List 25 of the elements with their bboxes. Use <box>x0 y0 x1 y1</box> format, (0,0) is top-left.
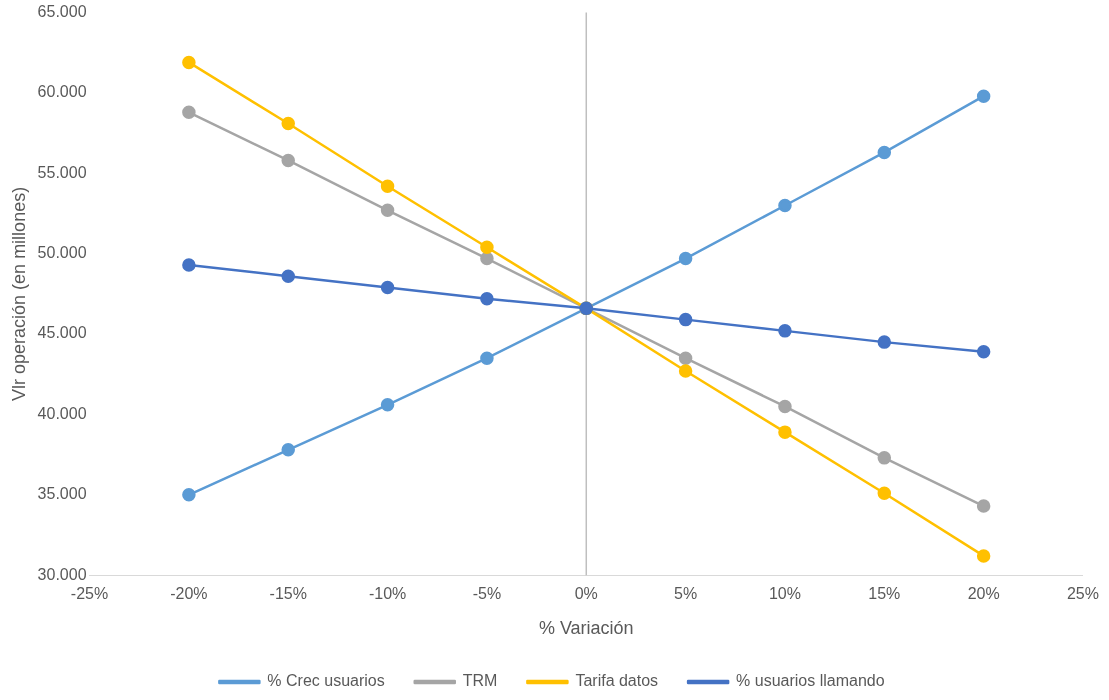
legend-label: % Crec usuarios <box>267 672 385 690</box>
y-tick-label: 65.000 <box>37 3 87 21</box>
y-axis-title: Vlr operación (en millones) <box>8 186 29 401</box>
y-tick-label: 60.000 <box>37 83 87 101</box>
x-axis-title: % Variación <box>538 618 634 639</box>
legend-label: Tarifa datos <box>575 672 659 690</box>
y-tick-label: 30.000 <box>37 565 87 583</box>
y-tick-label: 50.000 <box>37 244 87 262</box>
x-tick-label: -10% <box>368 585 407 603</box>
x-tick-label: 20% <box>967 585 1000 603</box>
x-tick-label: -5% <box>472 585 502 603</box>
legend-label: % usuarios llamando <box>736 672 885 690</box>
y-tick-label: 35.000 <box>37 485 87 503</box>
x-tick-label: -20% <box>170 585 208 603</box>
x-tick-label: 15% <box>868 585 901 603</box>
x-tick-label: 0% <box>574 585 598 603</box>
y-tick-label: 45.000 <box>37 324 87 342</box>
legend-label: TRM <box>462 672 498 690</box>
x-tick-label: -15% <box>269 585 307 603</box>
x-tick-label: 25% <box>1066 585 1099 603</box>
x-tick-label: 5% <box>674 585 698 603</box>
y-tick-label: 55.000 <box>37 163 87 181</box>
x-tick-label: -25% <box>70 585 109 603</box>
x-tick-label: 10% <box>768 585 801 603</box>
y-tick-label: 40.000 <box>37 404 87 422</box>
